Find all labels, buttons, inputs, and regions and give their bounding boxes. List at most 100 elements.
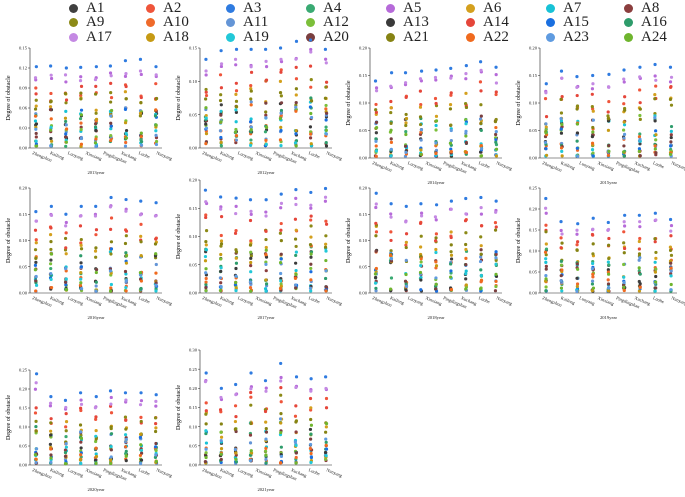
data-point — [479, 212, 484, 216]
y-tick-label: 0.25 — [529, 186, 538, 191]
data-point — [264, 255, 269, 259]
data-point — [622, 150, 626, 154]
data-point — [637, 269, 641, 273]
data-point — [219, 239, 224, 243]
data-point — [64, 283, 68, 287]
legend-item-a4: A4 — [306, 0, 342, 16]
data-point — [449, 150, 453, 154]
data-point — [638, 256, 642, 260]
data-point — [576, 267, 580, 271]
data-point — [64, 445, 68, 449]
y-tick-label: 0.09 — [19, 86, 28, 91]
data-point — [264, 125, 269, 130]
data-point — [139, 234, 143, 238]
data-point — [309, 142, 313, 146]
data-point — [154, 262, 158, 267]
data-point — [404, 150, 408, 154]
legend-marker — [624, 3, 633, 13]
data-point — [249, 260, 253, 265]
y-tick-label: 0.15 — [529, 228, 538, 233]
data-point — [79, 93, 83, 98]
data-point — [622, 251, 626, 255]
data-point — [559, 279, 563, 283]
data-point — [249, 264, 253, 268]
data-point — [63, 116, 68, 120]
data-point — [478, 80, 483, 84]
data-point — [606, 117, 610, 121]
data-point — [622, 120, 626, 124]
data-point — [64, 288, 69, 292]
x-tick-label: Luoyang — [67, 295, 85, 306]
x-tick-label: Xinxiang — [255, 295, 273, 306]
data-point — [559, 236, 563, 240]
y-tick-label: 0.20 — [19, 186, 28, 191]
data-point — [64, 420, 69, 424]
x-tick-label: Luoyang — [237, 150, 255, 161]
data-point — [464, 140, 468, 145]
data-point — [64, 123, 68, 127]
data-point — [49, 64, 53, 68]
data-point — [464, 231, 468, 235]
data-point — [404, 116, 409, 121]
data-point — [606, 128, 611, 132]
data-point — [669, 282, 673, 287]
data-point — [204, 116, 208, 120]
x-tick-label: Nanyang — [496, 160, 514, 171]
data-point — [293, 237, 298, 241]
data-point — [638, 282, 642, 286]
legend: A1 A2 A3 A4 A5 A6 A7 A8 A9 A10 A11 A12 A13 A14 A15 A16 A… — [0, 0, 685, 58]
legend-label: A4 — [323, 0, 342, 16]
data-point — [234, 280, 238, 285]
data-point — [34, 447, 39, 451]
data-point — [544, 82, 548, 86]
data-point — [637, 149, 641, 153]
x-tick-label: Luoyang — [237, 295, 255, 306]
y-tick-label: 0.05 — [189, 262, 198, 267]
data-point — [543, 97, 548, 101]
data-point — [309, 442, 313, 447]
data-point — [404, 123, 408, 128]
data-point — [323, 195, 328, 199]
data-point — [49, 117, 53, 121]
data-point — [374, 249, 378, 253]
data-point — [204, 447, 208, 451]
data-point — [139, 399, 144, 403]
x-tick-label: Xinxiang — [85, 150, 103, 161]
data-point — [669, 75, 674, 79]
data-point — [49, 226, 53, 230]
data-point — [575, 276, 579, 280]
data-point — [109, 96, 114, 100]
data-point — [654, 151, 658, 155]
data-point — [94, 270, 98, 275]
data-point — [638, 154, 642, 158]
panel-2012: Degree of obstacle 0.00 0.05 0.10 0.15 Zhengz… — [170, 38, 344, 180]
data-point — [219, 140, 223, 145]
data-point — [49, 128, 53, 132]
panel-title: 2017year — [257, 315, 275, 320]
data-point — [544, 253, 548, 257]
data-point — [264, 461, 268, 465]
data-point — [34, 144, 39, 148]
data-point — [669, 133, 673, 137]
data-point — [108, 64, 113, 68]
data-point — [124, 418, 128, 422]
data-point — [264, 269, 268, 273]
data-point — [324, 425, 328, 429]
y-tick-label: 0.15 — [189, 46, 198, 51]
data-point — [654, 250, 658, 255]
x-tick-label: Xuchang — [290, 295, 308, 306]
data-point — [434, 141, 438, 145]
data-point — [590, 92, 594, 96]
data-point — [279, 252, 283, 256]
data-point — [279, 421, 283, 425]
data-point — [48, 442, 53, 446]
data-point — [93, 406, 98, 410]
legend-label: A2 — [163, 0, 182, 16]
data-point — [309, 78, 313, 82]
data-point — [294, 144, 298, 148]
data-point — [63, 451, 68, 455]
data-point — [560, 232, 564, 236]
data-point — [109, 282, 114, 287]
data-point — [203, 254, 208, 259]
data-point — [294, 451, 298, 455]
